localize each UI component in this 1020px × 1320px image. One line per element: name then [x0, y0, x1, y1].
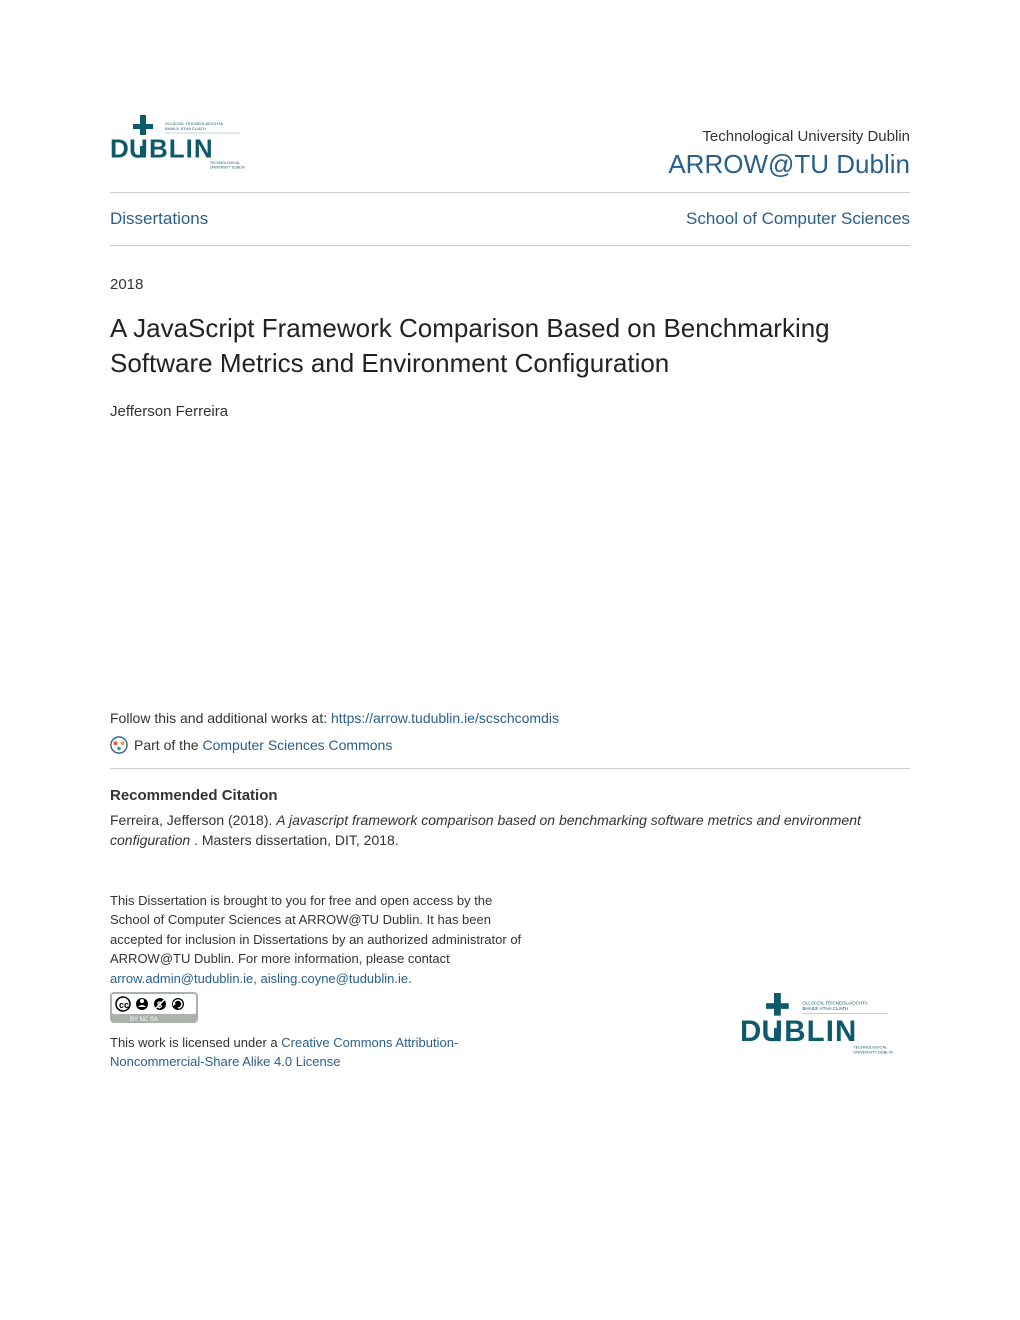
svg-text:BY NC SA: BY NC SA [130, 1017, 158, 1023]
svg-text:BLIN: BLIN [784, 1015, 857, 1048]
svg-text:D: D [110, 134, 130, 164]
citation-author-year: Ferreira, Jefferson (2018). [110, 812, 276, 828]
svg-text:OLLSCOIL TEICNEOLAÍOCHTA: OLLSCOIL TEICNEOLAÍOCHTA [802, 999, 867, 1005]
dublin-logo-icon: D U BLIN OLLSCOIL TEICNEOLAÍOCHTA BHAILE… [110, 110, 260, 180]
citation-suffix: . Masters dissertation, DIT, 2018. [194, 832, 399, 848]
divider-citation [110, 768, 910, 769]
follow-section: Follow this and additional works at: htt… [110, 710, 910, 726]
svg-text:cc: cc [119, 1000, 129, 1010]
part-of-section: Part of the Computer Sciences Commons [110, 736, 910, 754]
breadcrumb-left-link[interactable]: Dissertations [110, 209, 208, 229]
part-of-prefix: Part of the [134, 737, 199, 753]
dublin-logo-footer-icon: D U BLIN OLLSCOIL TEICNEOLAÍOCHTA BHAILE… [740, 987, 910, 1067]
university-name: Technological University Dublin [668, 128, 910, 145]
follow-url-link[interactable]: https://arrow.tudublin.ie/scschcomdis [331, 710, 559, 726]
svg-text:BHAILE ÁTHA CLIATH: BHAILE ÁTHA CLIATH [165, 126, 206, 131]
repository-link[interactable]: ARROW@TU Dublin [668, 149, 910, 179]
footer-contact-link[interactable]: arrow.admin@tudublin.ie, aisling.coyne@t… [110, 971, 408, 986]
citation-heading: Recommended Citation [110, 787, 910, 804]
breadcrumb: Dissertations School of Computer Science… [110, 205, 910, 233]
svg-text:D: D [740, 1015, 762, 1048]
footer-contact-suffix: . [408, 971, 412, 986]
header-right: Technological University Dublin ARROW@TU… [668, 128, 910, 180]
svg-text:OLLSCOIL TEICNEOLAÍOCHTA: OLLSCOIL TEICNEOLAÍOCHTA [165, 121, 223, 126]
header: D U BLIN OLLSCOIL TEICNEOLAÍOCHTA BHAILE… [110, 110, 910, 180]
divider-breadcrumb [110, 245, 910, 246]
divider-top [110, 192, 910, 193]
svg-text:UNIVERSITY DUBLIN: UNIVERSITY DUBLIN [853, 1049, 892, 1054]
year-label: 2018 [110, 276, 910, 293]
paper-title: A JavaScript Framework Comparison Based … [110, 311, 910, 381]
footer-logo-wrapper: D U BLIN OLLSCOIL TEICNEOLAÍOCHTA BHAILE… [740, 987, 910, 1072]
logo-top-left: D U BLIN OLLSCOIL TEICNEOLAÍOCHTA BHAILE… [110, 110, 260, 180]
footer-left: This Dissertation is brought to you for … [110, 891, 530, 1072]
citation-text: Ferreira, Jefferson (2018). A javascript… [110, 810, 910, 851]
commons-link[interactable]: Computer Sciences Commons [202, 737, 392, 753]
author-name: Jefferson Ferreira [110, 403, 910, 420]
svg-text:UNIVERSITY DUBLIN: UNIVERSITY DUBLIN [210, 166, 245, 170]
breadcrumb-right-link[interactable]: School of Computer Sciences [686, 209, 910, 229]
footer: This Dissertation is brought to you for … [110, 891, 910, 1072]
svg-text:BLIN: BLIN [149, 134, 214, 164]
spacer [110, 420, 910, 710]
follow-prefix: Follow this and additional works at: [110, 710, 331, 726]
svg-text:TECHNOLOGICAL: TECHNOLOGICAL [853, 1044, 888, 1049]
svg-text:TECHNOLOGICAL: TECHNOLOGICAL [210, 161, 240, 165]
license-prefix: This work is licensed under a [110, 1035, 281, 1050]
footer-access-text: This Dissertation is brought to you for … [110, 893, 521, 967]
commons-network-icon [110, 736, 128, 754]
cc-badge-wrapper: cc $ BY NC SA [110, 988, 530, 1033]
svg-text:BHAILE ÁTHA CLIATH: BHAILE ÁTHA CLIATH [802, 1005, 848, 1011]
cc-license-badge-icon[interactable]: cc $ BY NC SA [110, 992, 198, 1023]
